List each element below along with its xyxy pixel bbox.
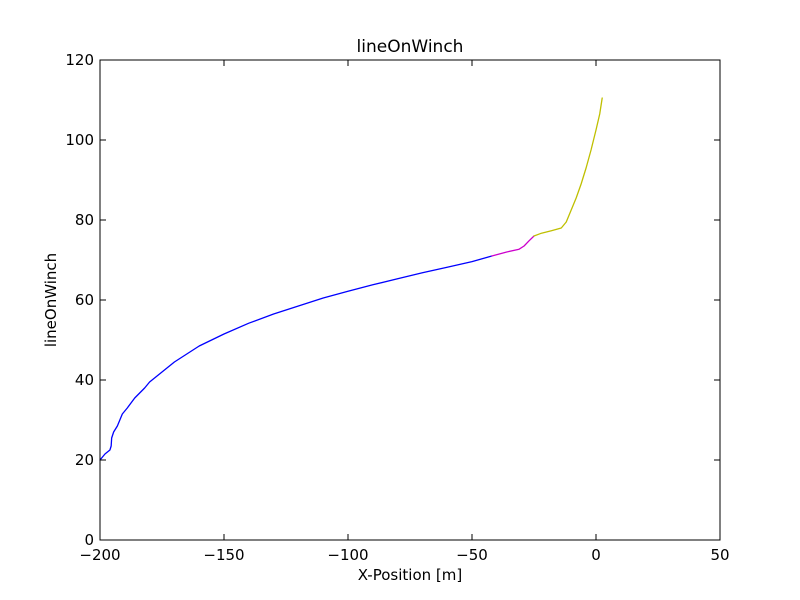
chart-title: lineOnWinch bbox=[357, 37, 464, 57]
y-tick-label: 80 bbox=[75, 211, 94, 229]
ticks-layer: −200 −150 −100 −50 0 50 0 20 40 60 80 100 120 bbox=[65, 51, 729, 564]
y-tick-label: 100 bbox=[65, 131, 94, 149]
series-line-3 bbox=[533, 97, 603, 237]
y-axis-label: lineOnWinch bbox=[42, 253, 60, 347]
y-tick-label: 120 bbox=[65, 51, 94, 69]
x-tick-label: 0 bbox=[591, 546, 601, 564]
y-tick-label: 60 bbox=[75, 291, 94, 309]
series-line-1 bbox=[99, 255, 493, 461]
y-tick-label: 0 bbox=[84, 531, 94, 549]
x-tick-label: −100 bbox=[327, 546, 368, 564]
x-tick-label: 50 bbox=[710, 546, 729, 564]
x-tick-label: −50 bbox=[456, 546, 488, 564]
plot-frame bbox=[99, 59, 721, 541]
y-tick-label: 40 bbox=[75, 371, 94, 389]
y-tick-label: 20 bbox=[75, 451, 94, 469]
x-tick-label: −200 bbox=[79, 546, 120, 564]
series-layer bbox=[99, 97, 603, 461]
x-axis-label: X-Position [m] bbox=[358, 566, 462, 584]
series-line-2 bbox=[491, 235, 535, 257]
x-tick-label: −150 bbox=[203, 546, 244, 564]
